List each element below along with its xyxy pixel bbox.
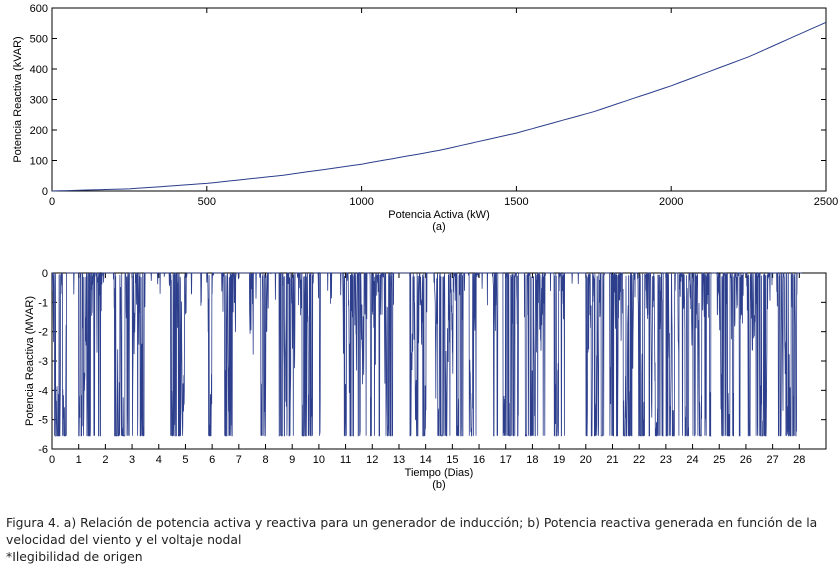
- x-tick-label: 14: [420, 454, 432, 466]
- x-tick-label: 4: [156, 454, 162, 466]
- x-tick-label: 17: [500, 454, 512, 466]
- x-axis-label: Tiempo (Dias): [405, 467, 474, 479]
- x-tick-label: 26: [740, 454, 752, 466]
- x-tick-label: 21: [606, 454, 618, 466]
- x-tick-label: 3: [129, 454, 135, 466]
- x-tick-label: 1: [76, 454, 82, 466]
- x-tick-label: 22: [633, 454, 645, 466]
- x-tick-label: 24: [686, 454, 698, 466]
- x-tick-label: 8: [262, 454, 268, 466]
- x-tick-label: 19: [553, 454, 565, 466]
- subplot-label: (b): [432, 479, 445, 491]
- x-tick-label: 9: [289, 454, 295, 466]
- y-tick-label: -2: [38, 327, 48, 339]
- x-tick-label: 2: [102, 454, 108, 466]
- x-tick-label: 27: [766, 454, 778, 466]
- figure-caption: Figura 4. a) Relación de potencia activa…: [6, 515, 818, 547]
- y-tick-label: 0: [42, 186, 48, 198]
- x-tick-label: 0: [49, 196, 55, 208]
- y-tick-label: 600: [30, 3, 48, 15]
- y-tick-label: 200: [30, 125, 48, 137]
- y-tick-label: 500: [30, 34, 48, 46]
- chart-b: 0 1 2 3 4 5 6 7 8 9 10 11 12 13 14 15 16 17 18 19 20 21 22 23 24…: [24, 268, 827, 491]
- x-tick-label: 2500: [814, 196, 838, 208]
- x-tick-label: 12: [366, 454, 378, 466]
- y-tick-label: -5: [38, 415, 48, 427]
- x-tick-label: 13: [393, 454, 405, 466]
- y-tick-label: 400: [30, 64, 48, 76]
- y-tick-label: 0: [42, 268, 48, 280]
- figure-canvas: 0 500 1000 1500 2000 25000100200300400500600P…: [12, 3, 838, 491]
- illegibility-note: *Ilegibilidad de origen: [6, 549, 143, 564]
- y-axis-label: Potencia Reactiva (kVAR): [12, 36, 24, 162]
- x-tick-label: 25: [713, 454, 725, 466]
- series-line: [52, 21, 826, 192]
- x-tick-label: 500: [198, 196, 216, 208]
- x-tick-label: 16: [473, 454, 485, 466]
- y-axis-label: Potencia Reactiva (MVAR): [24, 296, 36, 426]
- x-tick-label: 6: [209, 454, 215, 466]
- x-tick-label: 2000: [659, 196, 683, 208]
- chart-a: 0 500 1000 1500 2000 2500 0 100 200 300 400 500 600 P…: [12, 3, 838, 233]
- x-tick-label: 1500: [504, 196, 528, 208]
- x-tick-label: 0: [49, 454, 55, 466]
- y-tick-label: 100: [30, 156, 48, 168]
- y-tick-label: 300: [30, 95, 48, 107]
- x-tick-label: 7: [236, 454, 242, 466]
- plot-frame: [51, 7, 827, 192]
- x-tick-label: 5: [182, 454, 188, 466]
- x-tick-label: 15: [446, 454, 458, 466]
- y-tick-label: -3: [38, 356, 48, 368]
- series-line: [52, 272, 802, 437]
- y-tick-label: -1: [38, 297, 48, 309]
- x-tick-label: 28: [793, 454, 805, 466]
- x-axis-label: Potencia Activa (kW): [388, 209, 489, 221]
- x-tick-label: 20: [580, 454, 592, 466]
- y-tick-label: -6: [38, 444, 48, 456]
- x-tick-label: 23: [660, 454, 672, 466]
- x-tick-label: 1000: [349, 196, 373, 208]
- y-tick-label: -4: [38, 385, 48, 397]
- subplot-label: (a): [432, 221, 445, 233]
- x-tick-label: 18: [526, 454, 538, 466]
- x-tick-label: 11: [340, 454, 351, 466]
- x-tick-label: 10: [313, 454, 325, 466]
